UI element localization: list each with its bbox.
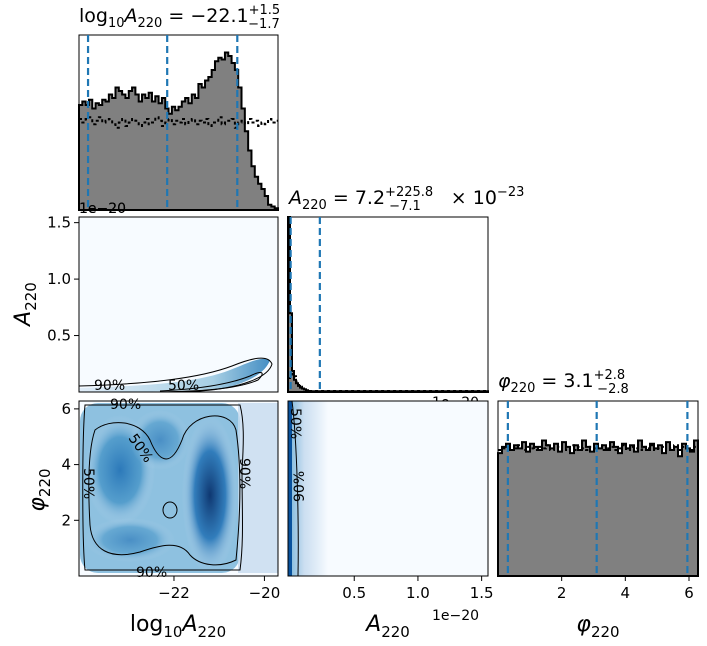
prior-histogram (288, 370, 488, 392)
quantile-lines (506, 401, 689, 576)
y-ticks: 0.5 1.0 1.5 (47, 214, 79, 345)
y-tick-label: 2 (61, 511, 71, 529)
density-core (85, 518, 175, 562)
contour-90 (82, 404, 244, 571)
y-tick-label: 6 (61, 400, 71, 418)
offset-text: 1e−20 (79, 201, 126, 217)
x-tick-label: 2 (557, 584, 567, 602)
panel-A-title: A220 = 7.2+225.8 −7.1 × 10−23 (287, 185, 524, 214)
density-core (130, 410, 190, 470)
y-tick-label: 4 (61, 456, 71, 474)
prior-histogram (498, 444, 698, 451)
contour-label: 90% (94, 378, 125, 394)
axes-frame (78, 400, 279, 577)
contour-label: 90% (292, 471, 308, 502)
y-tick-label: 1.0 (47, 270, 71, 288)
offset-text: 1e−20 (432, 608, 479, 624)
posterior-histogram (497, 439, 699, 577)
x-tick-label: −22 (158, 584, 190, 602)
panel-logA-title: log10A220 = −22.1+1.5 −1.7 (79, 3, 280, 32)
axis-ticks: 2 4 6 −22 −20 (61, 400, 280, 602)
contour-50 (88, 415, 241, 566)
contour-50 (159, 372, 263, 392)
x-tick-label: 1.0 (406, 584, 430, 602)
x-axis-label: φ220 (576, 612, 619, 641)
y-axis-label: φ220 (25, 468, 54, 511)
density-core (182, 415, 238, 575)
panel-logA-vs-phi: 90% 50% 90% 90% 50% 246−22 −20 φ220 log10… (25, 397, 280, 641)
contour-90 (291, 401, 299, 576)
contour-label: 90% (110, 397, 141, 413)
offset-text: 1e−20 (79, 201, 126, 217)
axes-frame (78, 216, 279, 393)
panel-phi-title: φ220 = 3.1+2.8 −2.8 (498, 368, 629, 397)
x-ticks: 0.5 1.0 1.5 (342, 576, 494, 602)
panel-phi-hist: 2 4 6 φ220 = 3.1+2.8 −2.8 φ220 (497, 368, 699, 641)
panel-A-vs-phi: 50% 90% 0.5 1.0 1.5 1e−20 A220 (287, 400, 494, 641)
panel-logA-hist: log10A220 = −22.1+1.5 −1.7 1e−20 (78, 3, 280, 217)
x-tick-label: 6 (684, 584, 694, 602)
density-field-edge (238, 403, 278, 573)
y-axis-label: A220 (11, 282, 40, 328)
y-tick-label: 0.5 (47, 327, 71, 345)
x-tick-label: 1.5 (470, 584, 494, 602)
x-tick-label: 0.5 (342, 584, 366, 602)
contour-50-island (162, 501, 178, 519)
density-core-strip (288, 401, 292, 576)
x-tick-label: 4 (621, 584, 631, 602)
x-tick-label: −20 (249, 584, 281, 602)
contour-label: 50% (287, 408, 303, 439)
quantile-lines (289, 217, 321, 392)
contour-label: 90% (236, 458, 252, 489)
quantile-lines (86, 35, 239, 210)
panel-logA-vs-A: 90% 50% 0.5 1.0 1.5 1e−20 A220 (11, 201, 279, 394)
contour-90 (79, 357, 273, 392)
contour-label: 50% (168, 378, 199, 394)
x-ticks: 2 4 6 (557, 576, 694, 602)
axes-frame (287, 216, 489, 393)
contour-label: 50% (80, 468, 96, 499)
panel-A-hist: A220 = 7.2+225.8−7.1 × 10−23 1e−20 (287, 185, 524, 411)
y-tick-label: 1.5 (47, 214, 71, 232)
x-axis-label: log10A220 (130, 612, 226, 641)
posterior-histogram (78, 51, 279, 211)
x-axis-label: A220 (364, 612, 410, 641)
axes-frame (79, 217, 278, 392)
contour-label: 90% (136, 565, 167, 581)
axes-frame (287, 400, 489, 577)
